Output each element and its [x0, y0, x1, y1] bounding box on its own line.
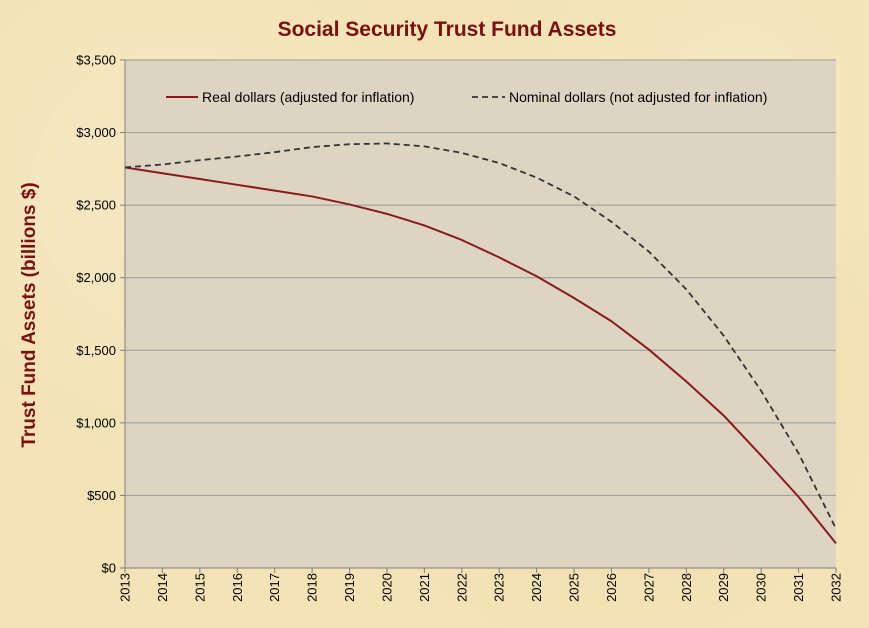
x-tick-label: 2020 — [379, 573, 394, 602]
x-tick-label: 2022 — [454, 573, 469, 602]
y-tick-label: $1,000 — [76, 415, 116, 430]
x-tick-label: 2030 — [754, 573, 769, 602]
y-tick-label: $1,500 — [76, 343, 116, 358]
x-tick-label: 2023 — [492, 573, 507, 602]
x-tick-label: 2017 — [267, 573, 282, 602]
x-tick-label: 2025 — [567, 573, 582, 602]
x-tick-label: 2021 — [417, 573, 432, 602]
x-tick-label: 2015 — [192, 573, 207, 602]
x-tick-label: 2016 — [230, 573, 245, 602]
chart-title: Social Security Trust Fund Assets — [278, 18, 617, 41]
series-line-real — [124, 166, 837, 544]
x-tick-label: 2019 — [342, 573, 357, 602]
series-line-nominal — [124, 142, 837, 530]
legend-label-nominal: Nominal dollars (not adjusted for inflat… — [509, 89, 767, 105]
x-tick-label: 2024 — [529, 573, 544, 602]
x-tick-label: 2026 — [604, 573, 619, 602]
y-tick-label: $2,500 — [76, 198, 116, 213]
y-axis-title: Trust Fund Assets (billions $) — [19, 182, 40, 447]
x-tick-label: 2027 — [641, 573, 656, 602]
x-tick-label: 2028 — [679, 573, 694, 602]
x-tick-label: 2013 — [118, 573, 133, 602]
y-tick-label: $500 — [87, 488, 116, 503]
plot-background — [125, 60, 836, 568]
x-tick-label: 2032 — [829, 573, 844, 602]
y-tick-label: $2,000 — [76, 270, 116, 285]
x-tick-label: 2018 — [305, 573, 320, 602]
x-tick-label: 2029 — [716, 573, 731, 602]
y-tick-label: $3,500 — [76, 53, 116, 68]
legend-label-real: Real dollars (adjusted for inflation) — [202, 89, 414, 105]
y-tick-label: $3,000 — [76, 125, 116, 140]
x-tick-label: 2014 — [155, 573, 170, 602]
x-tick-label: 2031 — [791, 573, 806, 602]
y-tick-label: $0 — [102, 561, 116, 576]
plot-area: $0 $500 $1,000 $1,500 $2,000 $2,500 $3,000 $3,5… — [76, 53, 843, 602]
